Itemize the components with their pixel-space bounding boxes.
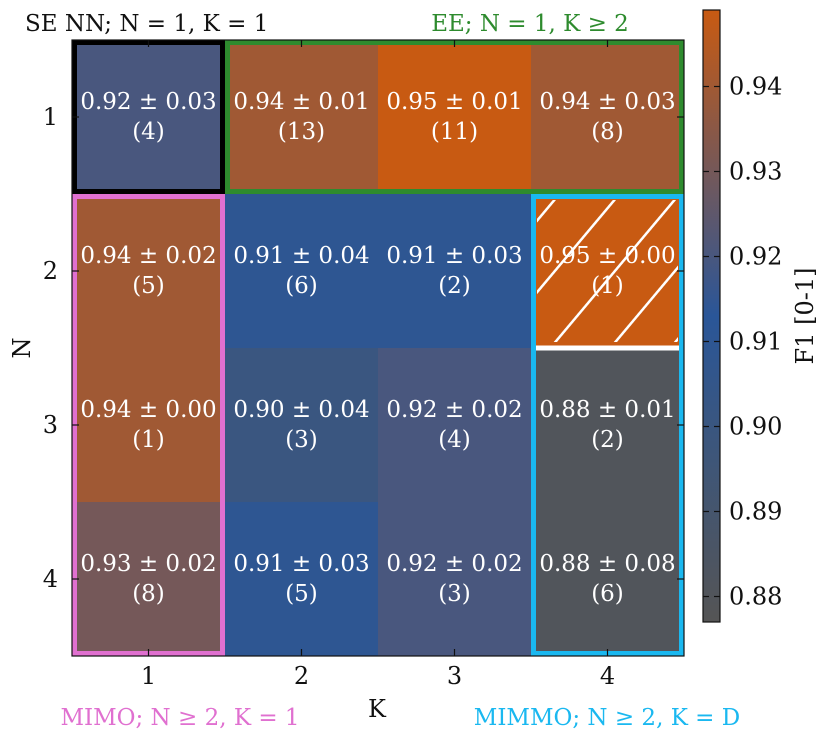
- x-tick-label: 2: [294, 662, 309, 690]
- y-tick-label: 1: [43, 103, 58, 131]
- hatch-layer: [535, 200, 680, 351]
- cell-count-label: (3): [285, 427, 318, 453]
- cell-count-label: (2): [438, 273, 471, 299]
- cell-value-label: 0.92 ± 0.02: [386, 551, 522, 577]
- cell-count-label: (4): [438, 427, 471, 453]
- cell-value-label: 0.94 ± 0.03: [539, 89, 675, 115]
- region-labels: SE NN; N = 1, K = 1 EE; N = 1, K ≥ 2 MIMO;…: [25, 11, 740, 731]
- cell-value-label: 0.91 ± 0.03: [386, 243, 522, 269]
- region-label-se-nn: SE NN; N = 1, K = 1: [25, 11, 268, 37]
- heatmap-cell: [72, 502, 226, 657]
- cell-value-label: 0.95 ± 0.01: [386, 89, 522, 115]
- cell-value-label: 0.90 ± 0.04: [233, 397, 369, 423]
- cell-value-label: 0.92 ± 0.03: [80, 89, 216, 115]
- y-tick-label: 2: [43, 257, 58, 285]
- cell-value-label: 0.93 ± 0.02: [80, 551, 216, 577]
- cell-value-label: 0.91 ± 0.04: [233, 243, 369, 269]
- heatmap-cell: [531, 502, 685, 657]
- colorbar-label: F1 [0-1]: [791, 268, 819, 365]
- colorbar-tick-label: 0.89: [729, 498, 782, 526]
- heatmap-cell: [72, 348, 226, 503]
- heatmap-cell: [378, 40, 532, 195]
- cell-count-label: (8): [132, 581, 165, 607]
- y-axis-ticks: 1 2 3 4: [43, 103, 684, 593]
- y-tick-label: 3: [43, 411, 58, 439]
- heatmap-cell: [225, 502, 379, 657]
- cell-count-label: (5): [285, 581, 318, 607]
- plot-frame: [71, 39, 685, 657]
- region-label-ee: EE; N = 1, K ≥ 2: [431, 11, 629, 37]
- x-axis-label: K: [368, 695, 387, 723]
- cell-count-label: (1): [591, 273, 624, 299]
- cell-count-label: (1): [132, 427, 165, 453]
- region-label-mimmo: MIMMO; N ≥ 2, K = D: [474, 705, 740, 731]
- region-label-mimo: MIMO; N ≥ 2, K = 1: [60, 705, 299, 731]
- heatmap-cell: [225, 40, 379, 195]
- cell-value-label: 0.94 ± 0.01: [233, 89, 369, 115]
- x-tick-label: 1: [141, 662, 156, 690]
- heatmap-cell: [72, 40, 226, 195]
- y-axis-label: N: [8, 338, 36, 359]
- cell-value-label: 0.88 ± 0.08: [539, 551, 675, 577]
- colorbar-ticks: 0.94 0.93 0.92 0.91 0.90 0.89 0.88: [703, 73, 782, 611]
- heatmap-cell: [378, 194, 532, 349]
- cell-value-label: 0.94 ± 0.02: [80, 243, 216, 269]
- cell-value-label: 0.88 ± 0.01: [539, 397, 675, 423]
- colorbar-tick-label: 0.88: [729, 583, 782, 611]
- cell-value-label: 0.94 ± 0.00: [80, 397, 216, 423]
- x-tick-label: 3: [447, 662, 462, 690]
- heatmap-cell: [225, 194, 379, 349]
- heatmap-cell: [72, 194, 226, 349]
- colorbar-tick-label: 0.94: [729, 73, 782, 101]
- cell-count-label: (11): [431, 119, 478, 145]
- hatched-cell-overlay: [537, 200, 678, 342]
- heatmap-cell: [531, 348, 685, 503]
- cell-count-label: (2): [591, 427, 624, 453]
- cell-count-label: (8): [591, 119, 624, 145]
- colorbar-tick-label: 0.93: [729, 158, 782, 186]
- heatmap-cell: [378, 348, 532, 503]
- cell-count-label: (3): [438, 581, 471, 607]
- cell-count-label: (5): [132, 273, 165, 299]
- heatmap-cell: [531, 40, 685, 195]
- cell-count-label: (6): [285, 273, 318, 299]
- cell-count-label: (4): [132, 119, 165, 145]
- cell-value-label: 0.91 ± 0.03: [233, 551, 369, 577]
- cell-count-label: (6): [591, 581, 624, 607]
- y-tick-label: 4: [43, 565, 58, 593]
- cell-count-label: (13): [278, 119, 325, 145]
- x-tick-label: 4: [600, 662, 615, 690]
- cell-value-label: 0.92 ± 0.02: [386, 397, 522, 423]
- x-axis-ticks: 1 2 3 4: [141, 40, 615, 690]
- colorbar: [702, 9, 721, 623]
- colorbar-tick-label: 0.91: [729, 328, 782, 356]
- colorbar-tick-label: 0.92: [729, 243, 782, 271]
- cell-value-label: 0.95 ± 0.00: [539, 243, 675, 269]
- heatmap-cell: [225, 348, 379, 503]
- heatmap-cell: [378, 502, 532, 657]
- colorbar-tick-label: 0.90: [729, 413, 782, 441]
- cell-labels: 0.92 ± 0.03 (4) 0.94 ± 0.01 (13) 0.95 ± 0.01…: [80, 89, 675, 607]
